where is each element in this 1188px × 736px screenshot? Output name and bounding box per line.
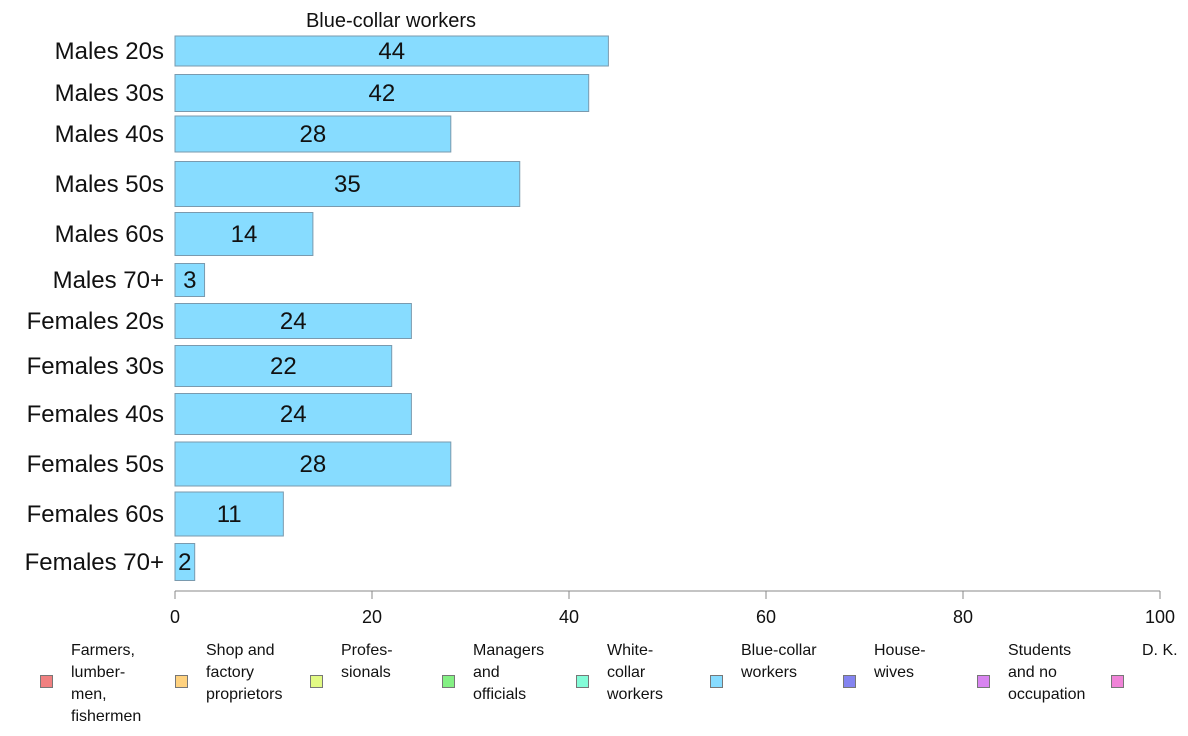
legend-swatch <box>175 675 188 688</box>
legend-label: House- wives <box>874 642 926 681</box>
x-tick-label: 20 <box>362 607 382 627</box>
bar-females-70- <box>174 543 196 581</box>
x-tick-label: 40 <box>559 607 579 627</box>
legend-label: Managers and officials <box>473 642 545 703</box>
legend-swatch <box>843 675 856 688</box>
bar-value-label: 11 <box>217 501 242 528</box>
category-label: Males 20s <box>55 38 164 65</box>
bar-chart: Blue-collar workers Males 20s Males 30s Ma… <box>25 10 1175 627</box>
category-label: Males 40s <box>55 121 164 148</box>
legend-label: Students and no occupation <box>1008 642 1086 703</box>
bar-males-60s <box>174 212 314 256</box>
x-tick-label: 80 <box>953 607 973 627</box>
bar-value-label: 42 <box>368 80 395 107</box>
chart-legend: Farmers, lumber- men, fishermen Shop and … <box>30 640 1188 736</box>
legend-swatch <box>977 675 990 688</box>
legend-item: Shop and factory proprietors <box>175 640 282 706</box>
bar-value-label: 28 <box>300 451 327 478</box>
legend-label: Shop and factory proprietors <box>206 642 283 703</box>
legend-label: Profes- sionals <box>341 642 393 681</box>
chart-title: Blue-collar workers <box>306 10 476 32</box>
category-label: Females 40s <box>27 401 164 428</box>
legend-swatch <box>710 675 723 688</box>
legend-label: D. K. <box>1142 642 1178 659</box>
category-label: Males 60s <box>55 221 164 248</box>
bar-females-20s <box>174 303 412 339</box>
legend-swatch <box>442 675 455 688</box>
bar-males-50s <box>174 161 521 207</box>
bar-females-30s <box>174 345 393 387</box>
legend-item: D. K. <box>1111 640 1178 688</box>
legend-swatch <box>40 675 53 688</box>
bar-females-40s <box>174 393 412 435</box>
bar-value-label: 22 <box>270 353 297 380</box>
category-label: Males 70+ <box>53 267 164 294</box>
bar-value-label: 24 <box>280 401 307 428</box>
category-label: Females 20s <box>27 308 164 335</box>
legend-swatch <box>1111 675 1124 688</box>
legend-swatch <box>310 675 323 688</box>
category-label: Males 50s <box>55 171 164 198</box>
bar-females-50s <box>174 441 452 487</box>
bar-value-label: 24 <box>280 308 307 335</box>
bar-value-label: 44 <box>378 38 405 65</box>
bar-females-60s <box>174 491 284 537</box>
legend-item: Students and no occupation <box>977 640 1085 706</box>
bar-males-30s <box>174 74 590 112</box>
bar-males-20s <box>174 35 609 67</box>
x-tick-label: 60 <box>756 607 776 627</box>
legend-item: House- wives <box>843 640 926 688</box>
category-label: Females 50s <box>27 451 164 478</box>
bar-value-label: 35 <box>334 171 361 198</box>
legend-swatch <box>576 675 589 688</box>
category-label: Females 60s <box>27 501 164 528</box>
legend-item: Profes- sionals <box>310 640 393 688</box>
bar-males-70- <box>174 263 206 297</box>
x-tick-label: 0 <box>170 607 180 627</box>
bar-value-label: 28 <box>300 121 327 148</box>
bar-males-40s <box>174 115 452 153</box>
category-label: Females 70+ <box>25 549 164 576</box>
category-label: Males 30s <box>55 80 164 107</box>
legend-item: Blue-collar workers <box>710 640 817 688</box>
legend-item: White- collar workers <box>576 640 663 706</box>
category-label: Females 30s <box>27 353 164 380</box>
legend-label: Blue-collar workers <box>741 642 817 681</box>
legend-item: Managers and officials <box>442 640 544 706</box>
bar-value-label: 3 <box>183 267 196 294</box>
bar-value-label: 2 <box>178 549 191 576</box>
bar-value-label: 14 <box>231 221 258 248</box>
x-tick-label: 100 <box>1145 607 1175 627</box>
legend-label: White- collar workers <box>607 642 664 703</box>
legend-item: Farmers, lumber- men, fishermen <box>40 640 141 728</box>
legend-label: Farmers, lumber- men, fishermen <box>71 642 142 725</box>
